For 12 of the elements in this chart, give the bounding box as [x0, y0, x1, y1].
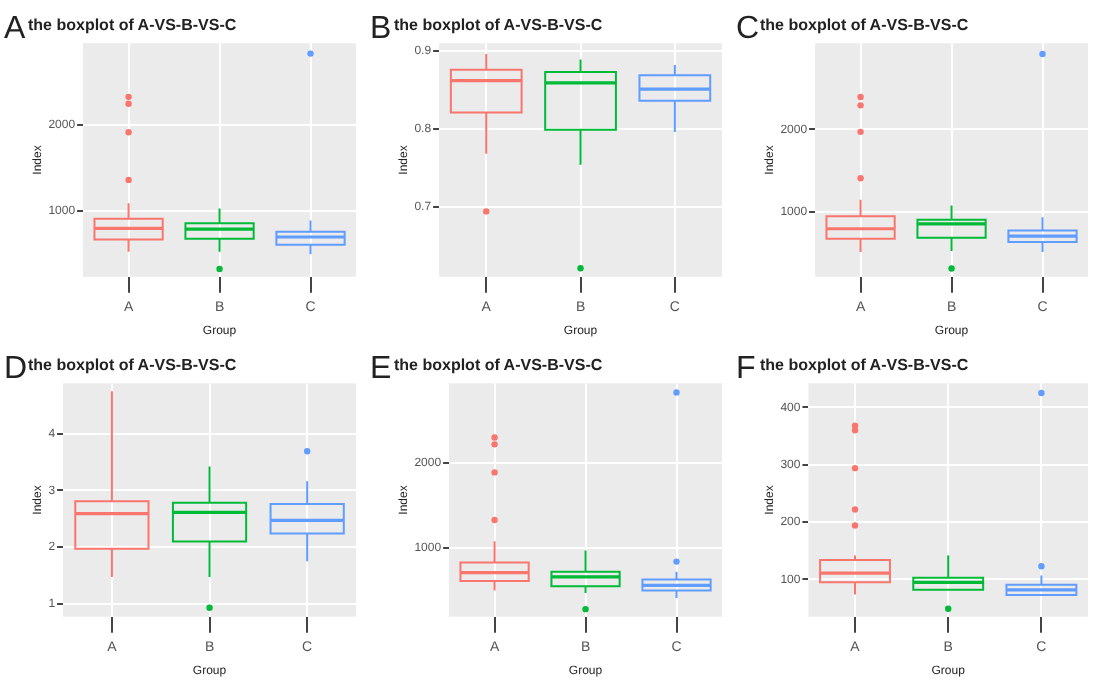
chart-title: the boxplot of A-VS-B-VS-C: [394, 356, 603, 375]
text: B: [370, 12, 392, 48]
text: A: [4, 12, 26, 48]
chart-title: the boxplot of A-VS-B-VS-C: [28, 16, 237, 35]
text: C: [736, 12, 760, 48]
chart-title: the boxplot of A-VS-B-VS-C: [28, 356, 237, 375]
chart-title: the boxplot of A-VS-B-VS-C: [394, 16, 603, 35]
text: F: [736, 352, 756, 388]
chart-title: the boxplot of A-VS-B-VS-C: [760, 356, 969, 375]
text: D: [4, 352, 28, 388]
text: E: [370, 352, 392, 388]
chart-title: the boxplot of A-VS-B-VS-C: [760, 16, 969, 35]
